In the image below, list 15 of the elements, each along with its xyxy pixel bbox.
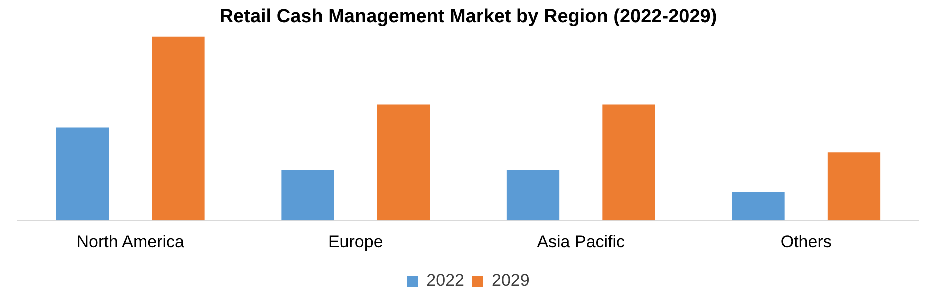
bar [152, 36, 205, 221]
legend-label: 2022 [426, 271, 465, 290]
bar [56, 128, 110, 221]
bar [506, 170, 560, 221]
bar [282, 170, 334, 221]
chart-title: Retail Cash Management Market by Region (2022-2029) [220, 6, 718, 28]
x-tick-label: Asia Pacific [537, 232, 626, 252]
x-tick-label: Others [780, 232, 832, 252]
x-tick-label: North America [76, 232, 186, 252]
legend-label: 2029 [492, 271, 530, 290]
x-tick-label: Europe [328, 232, 384, 252]
bar [828, 152, 881, 221]
bar [602, 104, 656, 221]
bar [377, 104, 430, 221]
bar [732, 192, 785, 221]
